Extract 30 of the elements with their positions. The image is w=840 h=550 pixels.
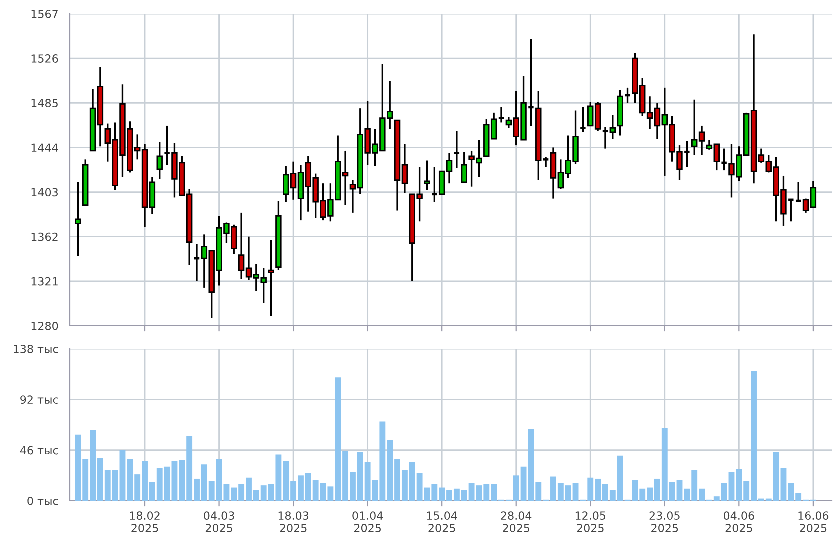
x-tick-label: 28.04 2025: [501, 512, 532, 532]
y-tick-label: 1362: [32, 232, 58, 242]
y-tick-label: 46 тыс: [20, 446, 58, 455]
y-tick-label: 138 тыс: [14, 344, 58, 354]
candlestick: [453, 130, 461, 170]
y-tick-label: 92 тыс: [20, 396, 58, 404]
y-tick-label: 1321: [32, 277, 58, 286]
x-tick-label: 04.06 2025: [724, 512, 754, 532]
candlestick: [75, 182, 82, 258]
x-tick-label: 18.03 2025: [278, 512, 309, 532]
candlestick: [542, 156, 550, 168]
y-tick-label: 1485: [32, 99, 58, 108]
x-tick-label: 15.04 2025: [427, 512, 458, 532]
y-tick-label: 1567: [32, 10, 58, 18]
y-tick-label: 1444: [32, 144, 58, 152]
x-tick-label: 16.06 2025: [798, 512, 829, 532]
x-tick-label: 12.05 2025: [576, 512, 606, 532]
x-tick-label: 04.03 2025: [204, 512, 234, 532]
candlestick: [461, 151, 468, 184]
candlestick: [268, 239, 274, 318]
y-tick-label: 1280: [32, 322, 58, 330]
x-tick-label: 18.02 2025: [130, 512, 160, 532]
y-tick-label: 1526: [32, 54, 58, 63]
x-tick-label: 23.05 2025: [650, 512, 680, 532]
y-tick-label: 1403: [32, 188, 58, 197]
x-tick-label: 01.04 2025: [352, 512, 384, 532]
y-tick-label: 0 тыс: [28, 496, 58, 506]
candlestick: [424, 160, 430, 191]
candlestick: [610, 114, 616, 140]
candlestick: [156, 141, 163, 180]
